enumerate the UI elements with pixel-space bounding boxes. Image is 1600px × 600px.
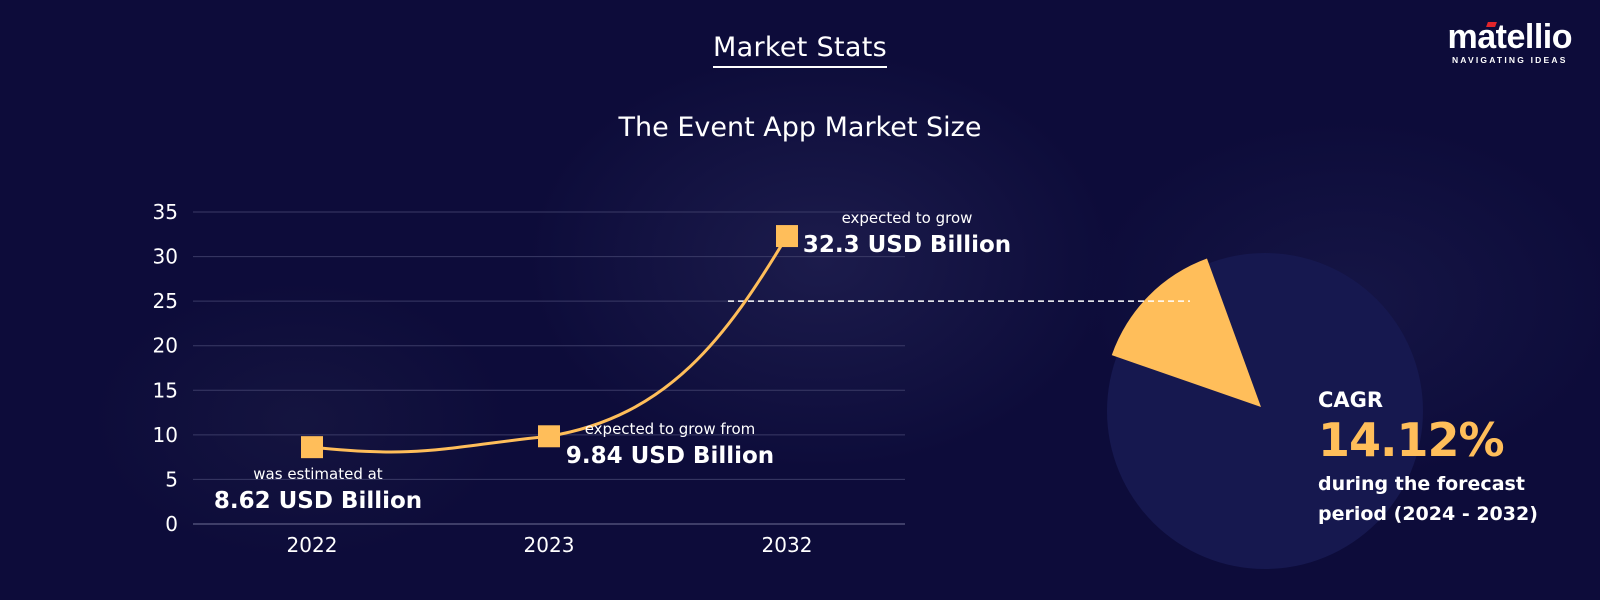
y-tick-label: 35 [153,200,178,224]
y-tick-label: 0 [165,512,178,536]
data-point-marker [776,225,798,248]
section-title: Market Stats [0,32,1600,68]
y-tick-label: 20 [153,334,178,358]
annotation-value: 32.3 USD Billion [803,232,1011,258]
cagr-description-line1: during the forecast [1318,473,1525,495]
x-tick-label: 2032 [762,533,813,557]
cagr-panel: CAGR 14.12% during the forecast period (… [1318,385,1588,529]
annotation-value: 8.62 USD Billion [214,488,422,514]
y-tick-label: 5 [165,467,178,491]
logo-name-text: matellio [1447,18,1573,56]
y-tick-label: 10 [153,423,178,447]
logo-tagline: NAVIGATING IDEAS [1451,55,1568,65]
cagr-description: during the forecast period (2024 - 2032) [1318,469,1588,529]
cagr-pie-slice [1111,258,1261,407]
cagr-value: 14.12% [1318,413,1505,467]
y-tick-label: 25 [153,289,178,313]
cagr-description-line2: period (2024 - 2032) [1318,503,1538,525]
y-tick-label: 30 [153,245,178,269]
x-tick-label: 2023 [524,533,575,557]
data-point-marker [301,436,323,459]
annotation-caption: expected to grow [842,209,973,227]
brand-logo: matellio NAVIGATING IDEAS [1447,18,1573,65]
cagr-label: CAGR [1318,388,1384,412]
chart-title: The Event App Market Size [618,112,982,143]
data-point-marker [538,425,560,448]
section-title-text: Market Stats [713,32,887,68]
y-tick-label: 15 [153,378,178,402]
logo-wordmark: matellio [1447,18,1573,56]
annotation-caption: expected to grow from [585,420,756,438]
annotation-caption: was estimated at [253,465,383,483]
x-tick-label: 2022 [287,533,338,557]
annotation-value: 9.84 USD Billion [566,443,774,469]
